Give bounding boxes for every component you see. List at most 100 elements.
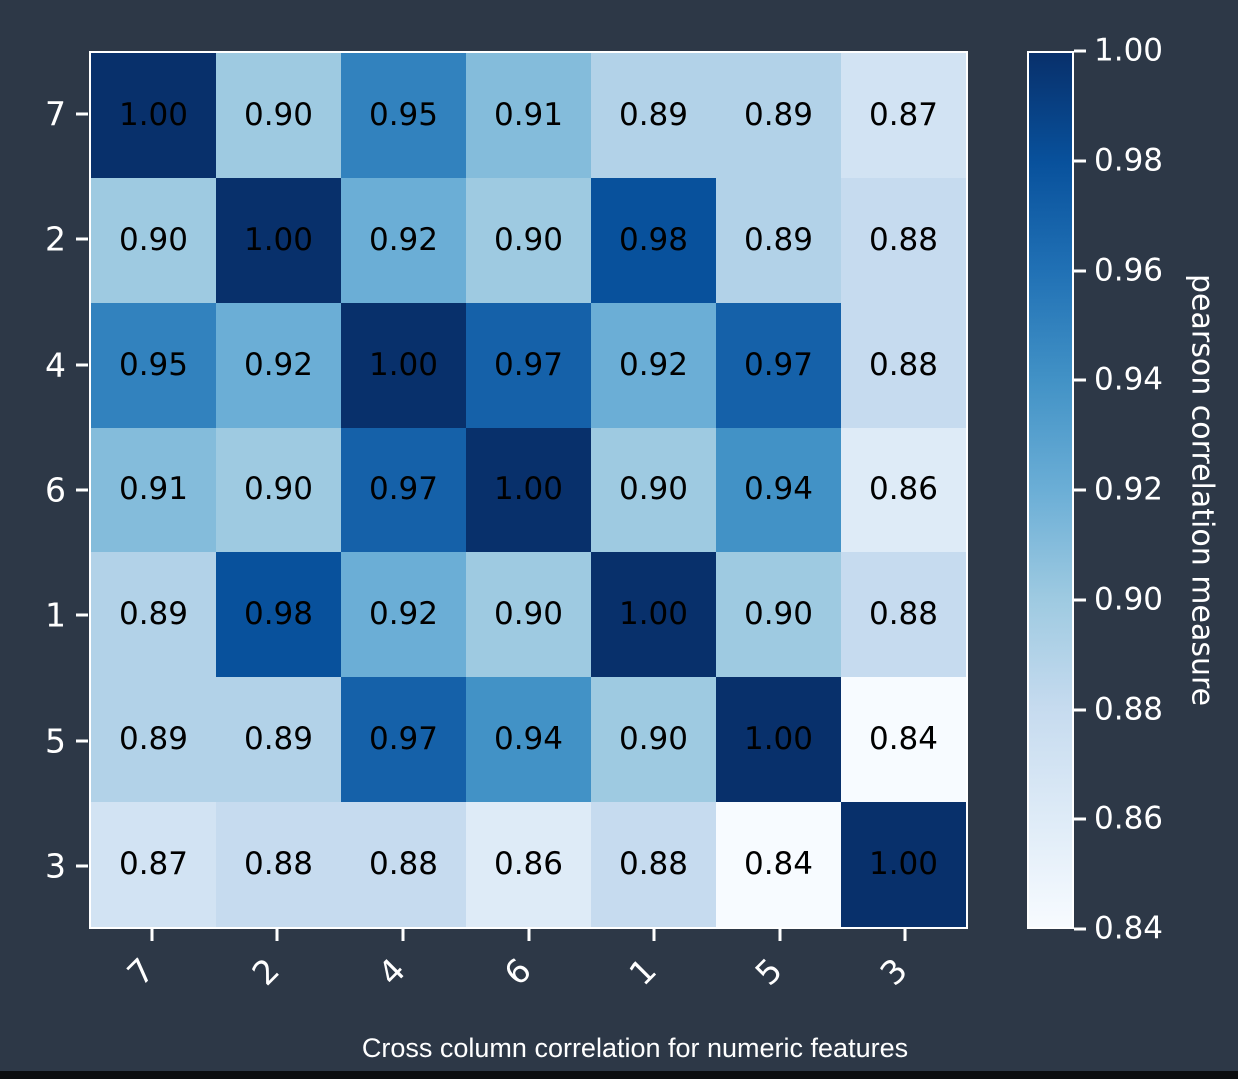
heatmap-cell-r2-c7: 0.90 [91,177,216,303]
heatmap-cell-r1-c3: 0.88 [841,552,966,678]
heatmap-cell-r2-c5: 0.89 [716,177,841,303]
heatmap-cell-r1-c5: 0.90 [716,552,841,678]
x-tick-mark [778,929,782,941]
x-tick-label: 6 [495,950,539,993]
heatmap-cell-r5-c4: 0.97 [341,677,466,803]
bottom-strip [0,1071,1238,1079]
colorbar-label: pearson correlation measure [1184,273,1220,707]
heatmap-cell-r4-c4: 1.00 [341,302,466,428]
heatmap-cell-r2-c6: 0.90 [466,177,591,303]
y-tick-mark [76,613,88,617]
colorbar-tick-label: 0.84 [1094,910,1164,947]
colorbar-tick-label: 0.88 [1094,691,1164,727]
heatmap-cell-r3-c2: 0.88 [216,802,341,927]
heatmap-cell-r7-c7: 1.00 [91,53,216,178]
x-tick-label: 4 [370,950,413,993]
heatmap-cell-r1-c2: 0.98 [216,552,341,678]
heatmap-cell-r6-c5: 0.94 [716,427,841,553]
heatmap-cell-r7-c5: 0.89 [716,53,841,178]
heatmap-cell-r3-c6: 0.86 [466,802,591,927]
x-tick-mark [150,929,154,941]
x-tick-mark [903,929,907,941]
heatmap-cell-r4-c3: 0.88 [841,302,966,428]
chart-title: Cross column correlation for numeric fea… [361,1033,909,1063]
heatmap-cell-r4-c6: 0.97 [466,302,591,428]
colorbar-tick-mark [1074,598,1086,602]
heatmap-cell-r7-c3: 0.87 [841,53,966,178]
heatmap-cell-r6-c3: 0.86 [841,427,966,553]
colorbar-tick-label: 0.98 [1094,142,1164,179]
x-tick-label: 7 [119,950,162,993]
colorbar-tick-mark [1074,159,1086,163]
heatmap-cell-r4-c5: 0.97 [716,302,841,428]
y-tick-mark [76,237,88,241]
heatmap-cell-r7-c4: 0.95 [341,53,466,178]
colorbar-tick-label: 0.94 [1094,361,1164,398]
x-tick-mark [401,929,405,941]
y-tick-label: 1 [45,595,66,635]
heatmap-cell-r6-c7: 0.91 [91,427,216,553]
heatmap-cell-r5-c5: 1.00 [716,677,841,803]
x-tick-mark [527,929,530,941]
colorbar-tick-mark [1074,927,1086,931]
x-tick-label: 2 [244,950,288,993]
heatmap-cell-r5-c7: 0.89 [91,677,216,803]
heatmap-axes: 1.00 0.90 0.95 0.91 0.89 0.89 0.87 0.90 1.00 0.92… [89,51,968,929]
colorbar-tick-label: 0.86 [1094,800,1164,837]
heatmap-cell-r5-c2: 0.89 [216,677,341,803]
x-tick-label: 1 [621,950,664,993]
heatmap-cell-r4-c7: 0.95 [91,302,216,428]
heatmap-cell-r1-c7: 0.89 [91,552,216,678]
y-tick-label: 3 [45,846,66,886]
colorbar-tick-label: 1.00 [1094,32,1164,69]
heatmap-cell-r6-c4: 0.97 [341,427,466,553]
x-tick-label: 3 [872,950,916,993]
x-tick-label: 5 [747,950,790,993]
heatmap-cell-r3-c7: 0.87 [91,802,216,927]
heatmap-cell-r7-c2: 0.90 [216,53,341,178]
heatmap-cell-r5-c1: 0.90 [591,677,716,803]
heatmap-cell-r2-c3: 0.88 [841,177,966,303]
heatmap-cell-r7-c6: 0.91 [466,53,591,178]
y-tick-mark [76,488,88,492]
colorbar-tick-mark [1074,708,1086,711]
heatmap-cell-r7-c1: 0.89 [591,53,716,178]
colorbar-tick-mark [1074,488,1086,492]
y-tick-label: 6 [45,470,66,510]
heatmap-cell-r5-c6: 0.94 [466,677,591,803]
heatmap-cell-r2-c4: 0.92 [341,177,466,303]
heatmap-cell-r3-c1: 0.88 [591,802,716,927]
y-tick-mark [76,864,88,868]
y-tick-mark [76,739,88,743]
colorbar [1027,51,1074,929]
heatmap-cell-r2-c2: 1.00 [216,177,341,303]
heatmap-cell-r2-c1: 0.98 [591,177,716,303]
x-tick-mark [275,929,279,941]
heatmap-cell-r1-c1: 1.00 [591,552,716,678]
x-tick-mark [652,929,656,941]
heatmap-cell-r3-c3: 1.00 [841,802,966,927]
colorbar-tick-mark [1074,269,1086,272]
heatmap-cell-r1-c4: 0.92 [341,552,466,678]
heatmap-cell-r6-c6: 1.00 [466,427,591,553]
heatmap-cell-r4-c2: 0.92 [216,302,341,428]
y-tick-mark [76,363,88,367]
y-tick-mark [76,112,88,116]
heatmap-cell-r6-c2: 0.90 [216,427,341,553]
y-tick-label: 7 [45,94,66,134]
heatmap-cell-r6-c1: 0.90 [591,427,716,553]
heatmap-cell-r4-c1: 0.92 [591,302,716,428]
heatmap-cell-r1-c6: 0.90 [466,552,591,678]
y-tick-label: 2 [45,219,66,259]
colorbar-tick-label: 0.96 [1094,252,1164,288]
heatmap-cell-r3-c5: 0.84 [716,802,841,927]
heatmap-cell-r5-c3: 0.84 [841,677,966,803]
y-tick-label: 4 [45,345,66,385]
colorbar-tick-label: 0.90 [1094,581,1164,618]
colorbar-tick-label: 0.92 [1094,471,1164,508]
colorbar-tick-mark [1074,378,1086,382]
colorbar-tick-mark [1074,49,1086,53]
colorbar-tick-mark [1074,817,1086,821]
y-tick-label: 5 [45,721,66,761]
